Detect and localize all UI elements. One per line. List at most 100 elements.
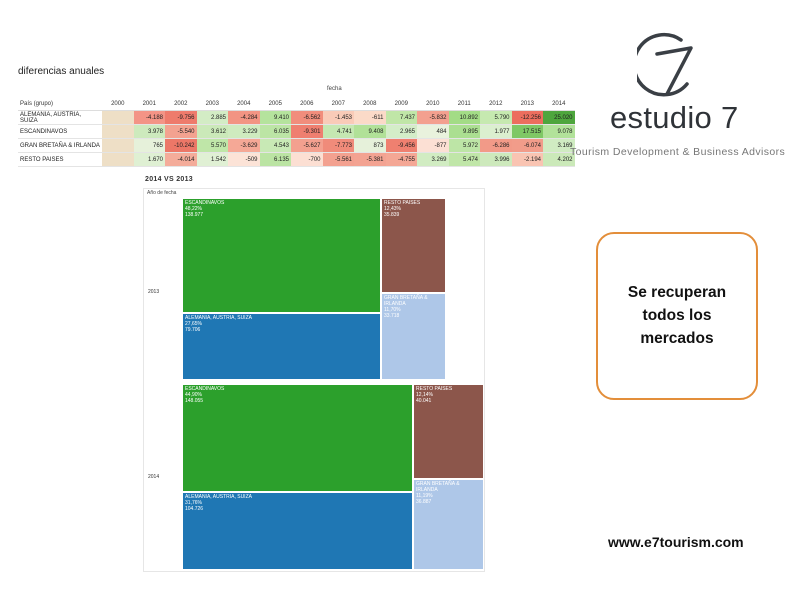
value-cell: 1.542: [196, 152, 228, 167]
value-cell: 4.543: [259, 138, 291, 153]
value-cell: 4.202: [543, 152, 575, 167]
table-row: GRAN BRETAÑA & IRLANDA 765 -10.242 5.570 -3.…: [18, 138, 575, 153]
treemap-cell-pct: 11,70%: [384, 307, 401, 313]
value-cell: 9.408: [354, 124, 386, 139]
value-cell: 9.410: [259, 110, 291, 125]
value-cell: -9.301: [291, 124, 323, 139]
year-header: 2006: [291, 97, 323, 111]
treemap-cell-name: ESCANDINAVOS: [185, 200, 225, 206]
value-cell: -2.194: [511, 152, 543, 167]
value-cell: 7.437: [385, 110, 417, 125]
value-cell: 25.020: [543, 110, 575, 125]
value-cell: -700: [291, 152, 323, 167]
treemap-cell-name: ALEMANIA, AUSTRIA, SUIZA: [185, 315, 252, 321]
table-row: ESCANDINAVOS 3.978 -5.540 3.612 3.229 6.035 -9…: [18, 124, 575, 139]
value-cell: 17.515: [511, 124, 543, 139]
value-cell: -4.188: [133, 110, 165, 125]
treemap-cell: RESTO PAISES 12,14% 40.041: [413, 384, 484, 479]
treemap-cell-pct: 11,19%: [416, 493, 433, 499]
annual-differences-table: País (grupo) 2000 2001 2002 2003 2004 2005 200…: [18, 97, 575, 167]
callout-line-2: todos los: [642, 307, 712, 324]
callout-box: [596, 232, 758, 400]
value-cell: -6.074: [511, 138, 543, 153]
treemap-cell-name: GRAN BRETAÑA & IRLANDA: [416, 481, 460, 493]
value-cell: 3.169: [543, 138, 575, 153]
table-row: RESTO PAISES 1.670 -4.014 1.542 -509 6.135 -70…: [18, 152, 575, 167]
value-cell: 5.474: [448, 152, 480, 167]
value-cell: -5.627: [291, 138, 323, 153]
value-cell: 2.885: [196, 110, 228, 125]
year-header: 2004: [228, 97, 260, 111]
treemap-year-label: 2014: [148, 474, 160, 480]
value-cell: [102, 138, 134, 153]
value-cell: 873: [354, 138, 386, 153]
treemap-cell-value: 40.041: [416, 398, 432, 404]
year-header: 2008: [354, 97, 386, 111]
year-header: 2000: [102, 97, 134, 111]
value-cell: -4.014: [165, 152, 197, 167]
value-cell: 4.741: [322, 124, 354, 139]
year-header: 2011: [448, 97, 480, 111]
treemap-cell-pct: 27,65%: [185, 321, 202, 327]
value-cell: 3.612: [196, 124, 228, 139]
value-cell: -5.832: [417, 110, 449, 125]
treemap-cell-name: ALEMANIA, AUSTRIA, SUIZA: [185, 494, 252, 500]
brand-tagline: Tourism Development & Business Advisors: [570, 146, 786, 158]
value-cell: -1.453: [322, 110, 354, 125]
treemap-cell-value: 35.839: [384, 212, 400, 218]
value-cell: -6.562: [291, 110, 323, 125]
country-cell: RESTO PAISES: [18, 152, 102, 167]
value-cell: 5.972: [448, 138, 480, 153]
country-cell: ALEMANIA, AUSTRIA, SUIZA: [18, 110, 102, 125]
callout-line-1: Se recuperan: [627, 284, 727, 301]
treemap-cell-pct: 31,76%: [185, 500, 202, 506]
value-cell: -5.381: [354, 152, 386, 167]
row-header: País (grupo): [18, 97, 102, 111]
treemap-cell-pct: 12,14%: [416, 392, 433, 398]
value-cell: 9.078: [543, 124, 575, 139]
value-cell: 6.135: [259, 152, 291, 167]
value-cell: 5.790: [480, 110, 512, 125]
treemap-cell-name: GRAN BRETAÑA & IRLANDA: [384, 295, 428, 307]
treemap-cell-pct: 12,43%: [384, 206, 401, 212]
value-cell: 765: [133, 138, 165, 153]
value-cell: 484: [417, 124, 449, 139]
treemap-frame: [143, 188, 485, 572]
value-cell: 5.570: [196, 138, 228, 153]
treemap-cell: RESTO PAISES 12,43% 35.839: [381, 198, 446, 293]
value-cell: -3.629: [228, 138, 260, 153]
year-header: 2013: [511, 97, 543, 111]
treemap-cell-value: 138.977: [185, 212, 204, 218]
treemap-cell: ALEMANIA, AUSTRIA, SUIZA 27,65% 79.706: [182, 313, 381, 380]
treemap-cell-value: 79.706: [185, 327, 201, 333]
value-cell: 3.229: [228, 124, 260, 139]
value-cell: -12.256: [511, 110, 543, 125]
treemap-cell-name: RESTO PAISES: [384, 200, 421, 206]
brand-name: estudio 7: [610, 100, 739, 135]
table-row: ALEMANIA, AUSTRIA, SUIZA -4.188 -9.756 2.88…: [18, 110, 575, 125]
treemap-cell: ESCANDINAVOS 44,90% 148.055: [182, 384, 413, 492]
country-cell: ESCANDINAVOS: [18, 124, 102, 139]
treemap-cell-value: 104.726: [185, 506, 204, 512]
value-cell: -5.540: [165, 124, 197, 139]
year-header: 2002: [165, 97, 197, 111]
treemap-cell: ESCANDINAVOS 48,22% 138.977: [182, 198, 381, 313]
value-cell: 1.977: [480, 124, 512, 139]
treemap-cell-name: RESTO PAISES: [416, 386, 453, 392]
year-header: 2005: [259, 97, 291, 111]
value-cell: 1.670: [133, 152, 165, 167]
value-cell: 9.895: [448, 124, 480, 139]
value-cell: 10.892: [448, 110, 480, 125]
treemap-title: 2014 VS 2013: [145, 176, 193, 183]
callout-line-3: mercados: [640, 330, 714, 347]
value-cell: -509: [228, 152, 260, 167]
treemap-axis-label: Año de fecha: [147, 190, 177, 196]
year-header: 2010: [417, 97, 449, 111]
year-header: 2014: [543, 97, 575, 111]
table-title: diferencias anuales: [18, 66, 105, 77]
treemap-cell-value: 36.887: [416, 499, 432, 505]
treemap-cell-value: 148.055: [185, 398, 204, 404]
treemap-cell: GRAN BRETAÑA & IRLANDA 11,19% 36.887: [413, 479, 484, 570]
value-cell: -877: [417, 138, 449, 153]
treemap-year-label: 2013: [148, 289, 160, 295]
